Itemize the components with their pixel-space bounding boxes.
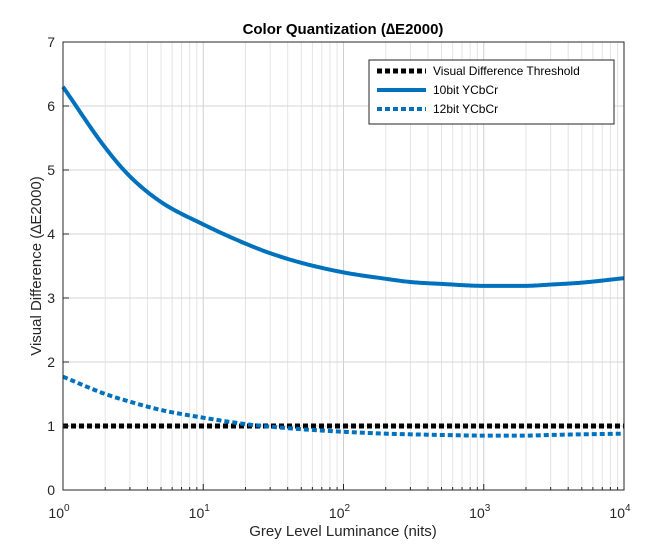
- legend-label-threshold: Visual Difference Threshold: [433, 64, 580, 78]
- x-tick-exponent: 1: [204, 503, 210, 514]
- series-10bit-line: [61, 85, 625, 288]
- y-tick-label: 7: [47, 34, 55, 50]
- y-tick-label: 0: [47, 482, 55, 498]
- y-tick-label: 6: [47, 98, 55, 114]
- x-tick-base: 10: [469, 505, 485, 521]
- x-tick-base: 10: [609, 505, 625, 521]
- chart-title: Color Quantization (∆E2000): [243, 21, 444, 38]
- x-axis-label: Grey Level Luminance (nits): [249, 523, 437, 540]
- series-group: [61, 85, 625, 438]
- y-tick-label: 1: [47, 418, 55, 434]
- legend: Visual Difference Threshold 10bit YCbCr …: [368, 59, 615, 125]
- x-tick-base: 10: [329, 505, 345, 521]
- x-tick-base: 10: [48, 505, 64, 521]
- legend-label-10bit: 10bit YCbCr: [433, 83, 498, 97]
- x-tick-label: 104: [609, 503, 631, 521]
- y-tick-label: 3: [47, 290, 55, 306]
- y-tick-label: 4: [47, 226, 55, 242]
- x-tick-exponent: 4: [625, 503, 631, 514]
- y-tick-label: 5: [47, 162, 55, 178]
- x-tick-label: 100: [48, 503, 70, 521]
- legend-label-12bit: 12bit YCbCr: [433, 102, 498, 116]
- tick-marks: [62, 41, 619, 491]
- x-tick-base: 10: [189, 505, 205, 521]
- x-tick-label: 102: [329, 503, 351, 521]
- y-axis-label: Visual Difference (∆E2000): [28, 176, 45, 356]
- x-tick-label: 101: [189, 503, 211, 521]
- y-tick-label: 2: [47, 354, 55, 370]
- x-tick-label: 103: [469, 503, 491, 521]
- x-tick-exponent: 3: [485, 503, 491, 514]
- x-tick-exponent: 2: [345, 503, 351, 514]
- x-tick-exponent: 0: [64, 503, 70, 514]
